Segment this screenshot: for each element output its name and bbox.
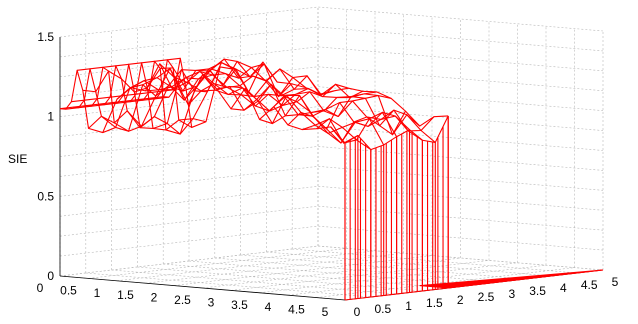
y-tick-label: 4 — [560, 281, 567, 295]
mesh-line — [137, 60, 423, 141]
grid-line — [59, 26, 604, 58]
mesh-line — [72, 68, 359, 144]
z-tick-label: 0 — [47, 269, 54, 283]
y-tick-label: 5 — [612, 275, 619, 289]
x-tick-label: 0.5 — [60, 283, 77, 297]
grid-line — [59, 166, 604, 197]
z-tick-label: 1.5 — [37, 30, 54, 44]
mesh-line — [163, 57, 449, 128]
mesh-line — [230, 87, 335, 112]
mesh-line — [59, 96, 164, 110]
mesh-line — [102, 116, 207, 135]
x-tick-label: 4 — [265, 300, 272, 314]
mesh-line — [187, 75, 292, 106]
sie-mesh-surface — [59, 57, 604, 301]
z-tick-label: 1 — [47, 110, 54, 124]
x-tick-label: 2 — [151, 291, 158, 305]
grid-line — [59, 6, 604, 38]
grid-line — [59, 225, 604, 257]
x-tick-label: 5 — [322, 305, 329, 319]
y-tick-label: 1 — [405, 299, 412, 313]
x-tick-label: 1 — [94, 286, 101, 300]
y-tick-label: 2 — [457, 293, 464, 307]
y-tick-label: 1.5 — [426, 296, 443, 310]
mesh-line — [88, 110, 192, 131]
mesh-line — [259, 90, 363, 125]
mesh-line — [216, 75, 321, 107]
mesh-line — [273, 91, 378, 118]
grid-line — [59, 146, 604, 177]
y-tick-label: 4.5 — [581, 278, 598, 292]
mesh-line — [150, 59, 436, 143]
mesh-line — [71, 89, 175, 103]
z-axis-label: SIE — [8, 152, 27, 166]
grid-line — [59, 205, 604, 237]
grid-line — [59, 126, 604, 157]
grid-line — [59, 46, 604, 78]
mesh-line — [82, 67, 187, 93]
z-tick-label: 0.5 — [37, 189, 54, 203]
y-tick-label: 3.5 — [529, 284, 546, 298]
mesh-line — [316, 109, 421, 130]
mesh-line — [330, 111, 435, 144]
axes-panes — [59, 6, 604, 301]
x-tick-label: 3.5 — [231, 298, 248, 312]
x-tick-label: 4.5 — [288, 303, 305, 317]
mesh-line — [116, 66, 221, 100]
axis-labels: 0 0.5 1 1.5 0 0.5 1 1.5 2 2.5 3 3.5 4 4.5 5 0 0.5 1 1.5 2 2.… — [37, 30, 619, 319]
grid-line — [202, 257, 461, 289]
mesh-line — [302, 110, 406, 144]
mesh-line — [77, 57, 181, 71]
x-tick-label: 0 — [37, 281, 44, 295]
axis-edge — [59, 275, 346, 301]
x-tick-label: 2.5 — [174, 293, 191, 307]
mesh-line — [173, 63, 278, 83]
y-tick-label: 3 — [508, 287, 515, 301]
y-tick-label: 0.5 — [374, 302, 391, 316]
grid-line — [259, 262, 518, 294]
mesh-line — [65, 96, 169, 110]
mesh-line — [287, 95, 392, 130]
mesh-floor — [419, 269, 604, 289]
x-tick-label: 1.5 — [117, 288, 134, 302]
x-tick-label: 3 — [208, 295, 215, 309]
grid-line — [59, 185, 604, 217]
y-tick-label: 2.5 — [478, 290, 495, 304]
grid-line — [59, 245, 604, 277]
mesh-line — [244, 83, 349, 103]
mesh-line — [145, 68, 250, 101]
grid-line — [173, 255, 433, 286]
mesh-line — [124, 58, 410, 131]
grid-line — [316, 267, 575, 298]
y-tick-label: 0 — [354, 305, 361, 319]
